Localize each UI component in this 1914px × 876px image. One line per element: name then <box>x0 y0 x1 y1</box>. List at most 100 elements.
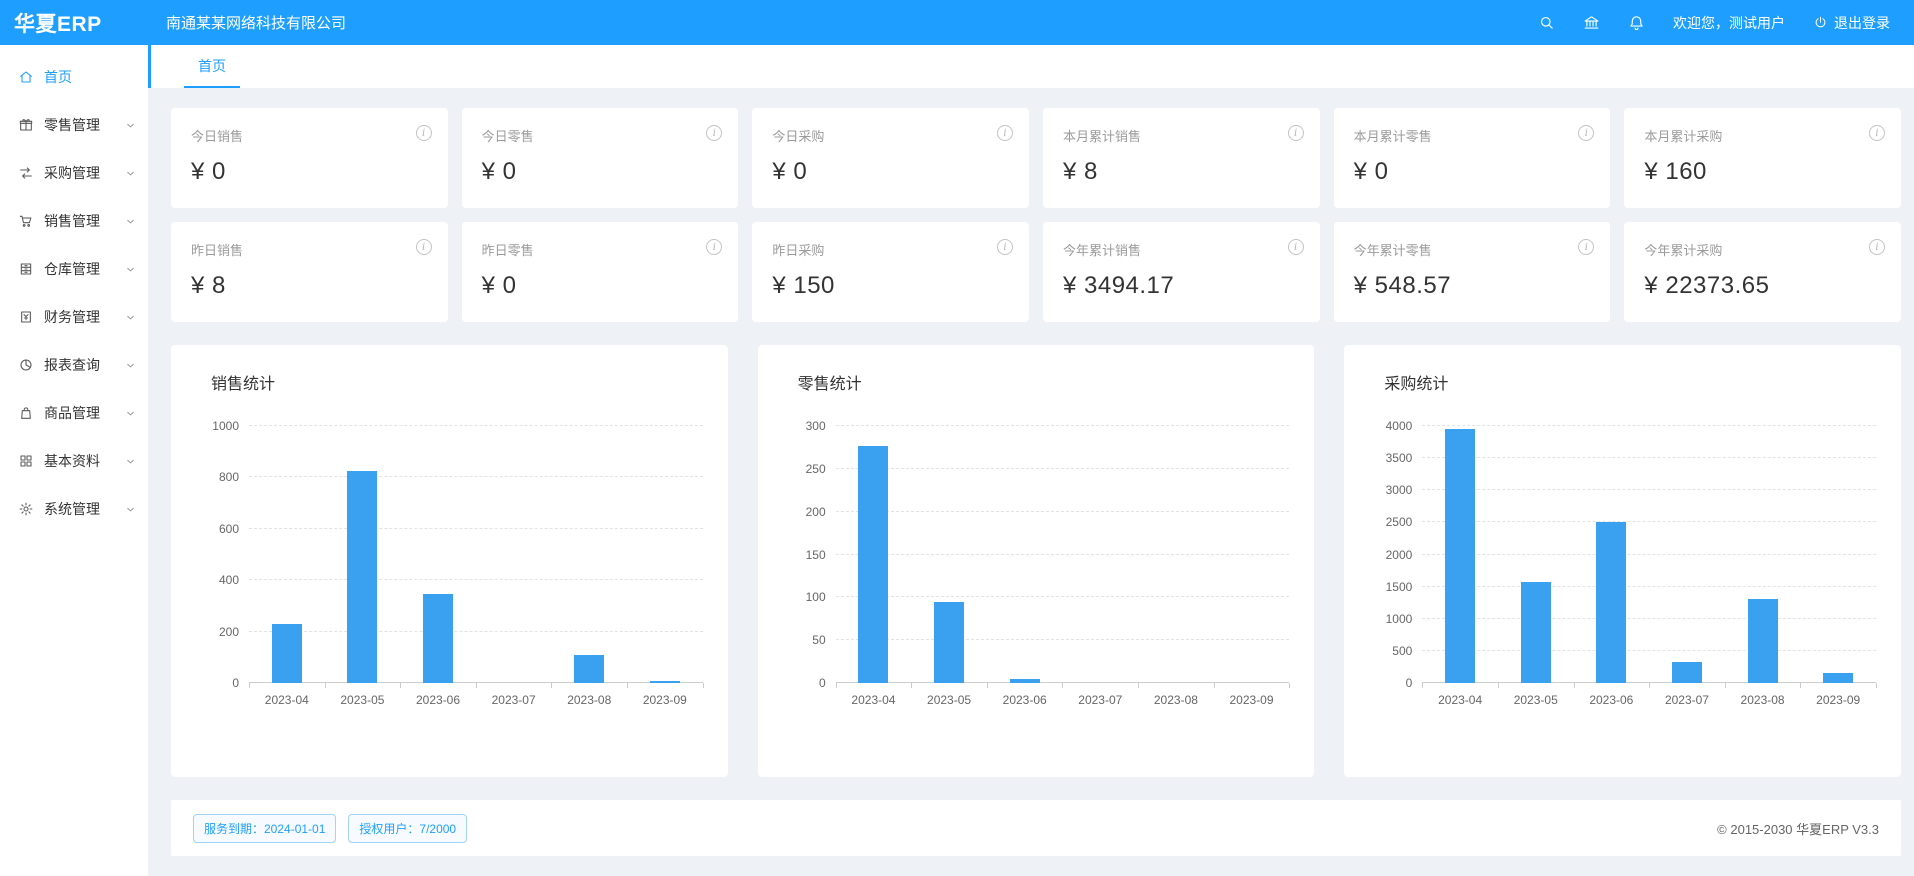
sidebar-item-basic[interactable]: 基本资料 <box>0 437 148 485</box>
bar-2023-09 <box>1823 673 1854 683</box>
charts-row: 销售统计 0 200 400 600 800 1000 2023-04 2023-05 2023-… <box>171 345 1901 777</box>
info-icon[interactable]: i <box>996 239 1013 255</box>
purchase-swap-icon <box>18 165 34 181</box>
x-axis-line <box>835 682 1290 683</box>
stat-card: 本月累计采购 i ¥ 160 <box>1624 108 1901 208</box>
grid-line <box>1422 425 1876 426</box>
x-axis-label: 2023-09 <box>642 693 687 707</box>
stat-card-value: ¥ 0 <box>772 158 808 185</box>
stat-card-label: 昨日销售 <box>191 243 244 258</box>
y-axis-label: 400 <box>218 573 239 588</box>
stat-card-label: 昨日零售 <box>481 243 534 258</box>
sidebar-item-report[interactable]: 报表查询 <box>0 341 148 389</box>
sidebar-item-purchase[interactable]: 采购管理 <box>0 149 148 197</box>
chart-title: 零售统计 <box>797 376 862 393</box>
x-axis-tick <box>1497 683 1499 688</box>
stat-card: 今日销售 i ¥ 0 <box>171 108 448 208</box>
chevron-down-icon <box>125 168 136 179</box>
stat-card-label: 今年累计采购 <box>1644 243 1723 258</box>
stat-card-value: ¥ 0 <box>191 158 226 185</box>
retail-gift-icon <box>18 117 34 133</box>
y-axis-label: 500 <box>1392 643 1413 658</box>
bar-2023-07 <box>1671 661 1702 683</box>
y-axis-label: 2500 <box>1385 515 1413 530</box>
bar-2023-06 <box>1009 678 1040 683</box>
info-icon[interactable]: i <box>1868 125 1885 141</box>
logout-button[interactable]: 退出登录 <box>1813 13 1890 33</box>
sidebar-item-label: 财务管理 <box>44 309 100 325</box>
home-icon <box>18 69 34 85</box>
sidebar-item-retail[interactable]: 零售管理 <box>0 101 148 149</box>
stat-card-value: ¥ 8 <box>191 272 226 299</box>
stat-card: 今年累计销售 i ¥ 3494.17 <box>1042 222 1320 322</box>
info-icon[interactable]: i <box>1287 239 1304 255</box>
y-axis-label: 50 <box>812 633 826 648</box>
x-axis-tick <box>400 683 402 688</box>
app-logo: 华夏ERP <box>14 12 102 36</box>
stat-card-value: ¥ 22373.65 <box>1644 272 1770 299</box>
bar-2023-05 <box>347 470 378 683</box>
x-axis-label: 2023-09 <box>1816 693 1861 707</box>
sidebar-item-label: 商品管理 <box>44 405 100 421</box>
sidebar-item-label: 采购管理 <box>44 165 100 181</box>
y-axis-label: 1000 <box>1385 611 1413 626</box>
chart-panel-purchase: 采购统计 0 500 1000 1500 2000 2500 3000 3500 4000 2023… <box>1344 345 1901 777</box>
tab-home[interactable]: 首页 <box>184 45 240 88</box>
stat-card: 今日零售 i ¥ 0 <box>461 108 739 208</box>
sidebar-item-finance[interactable]: 财务管理 <box>0 293 148 341</box>
stat-card-label: 今日销售 <box>191 129 244 144</box>
info-icon[interactable]: i <box>706 125 723 141</box>
bell-icon[interactable] <box>1628 14 1645 31</box>
grid-line <box>249 579 703 581</box>
x-axis-label: 2023-07 <box>1078 693 1123 707</box>
grid-line <box>1422 457 1876 459</box>
sidebar-item-goods[interactable]: 商品管理 <box>0 389 148 437</box>
stat-card: 今年累计采购 i ¥ 22373.65 <box>1624 222 1901 322</box>
info-icon[interactable]: i <box>1578 125 1595 141</box>
info-icon[interactable]: i <box>1287 125 1304 141</box>
info-icon[interactable]: i <box>996 125 1013 141</box>
info-icon[interactable]: i <box>1868 239 1885 255</box>
sidebar-item-sales[interactable]: 销售管理 <box>0 197 148 245</box>
x-axis-tick <box>627 683 629 688</box>
stat-card: 今年累计零售 i ¥ 548.57 <box>1333 222 1611 322</box>
x-axis-tick <box>475 683 477 688</box>
chevron-down-icon <box>125 264 136 275</box>
sidebar-item-warehouse[interactable]: 仓库管理 <box>0 245 148 293</box>
x-axis-label: 2023-05 <box>927 693 972 707</box>
stat-card-value: ¥ 3494.17 <box>1062 272 1175 299</box>
y-axis-label: 0 <box>232 676 239 690</box>
stat-card-label: 今日零售 <box>481 129 534 144</box>
bar-2023-05 <box>1520 581 1551 683</box>
info-icon[interactable]: i <box>415 125 432 141</box>
stat-card-label: 昨日采购 <box>772 243 825 258</box>
welcome-text: 欢迎您，测试用户 <box>1673 14 1785 31</box>
grid-line <box>835 467 1290 469</box>
search-icon[interactable] <box>1538 14 1555 31</box>
sidebar-item-label: 报表查询 <box>44 357 100 373</box>
y-axis-label: 4000 <box>1385 419 1413 433</box>
tab-accent-line <box>148 45 151 88</box>
stat-card-label: 今日采购 <box>772 129 825 144</box>
bar-2023-09 <box>649 680 680 683</box>
x-axis-tick <box>835 683 837 688</box>
chart-title: 销售统计 <box>211 376 276 393</box>
licensed-users-badge: 授权用户：7/2000 <box>348 813 468 843</box>
bank-icon[interactable] <box>1583 14 1600 31</box>
stat-card: 昨日采购 i ¥ 150 <box>752 222 1029 322</box>
tab-bar: 首页 <box>148 45 1914 88</box>
sidebar-item-system[interactable]: 系统管理 <box>0 485 148 533</box>
logout-label: 退出登录 <box>1834 14 1890 31</box>
bar-2023-06 <box>1596 522 1627 683</box>
stat-card: 昨日零售 i ¥ 0 <box>461 222 739 322</box>
stat-card-label: 本月累计零售 <box>1353 129 1432 144</box>
x-axis-tick <box>1422 683 1424 688</box>
info-icon[interactable]: i <box>706 239 723 255</box>
info-icon[interactable]: i <box>1578 239 1595 255</box>
report-pie-icon <box>18 357 34 373</box>
sidebar-item-home[interactable]: 首页 <box>0 53 148 101</box>
info-icon[interactable]: i <box>415 239 432 255</box>
x-axis-label: 2023-04 <box>1438 693 1483 707</box>
x-axis-label: 2023-09 <box>1229 693 1274 707</box>
footer-badges: 服务到期：2024-01-01 授权用户：7/2000 <box>193 813 468 843</box>
